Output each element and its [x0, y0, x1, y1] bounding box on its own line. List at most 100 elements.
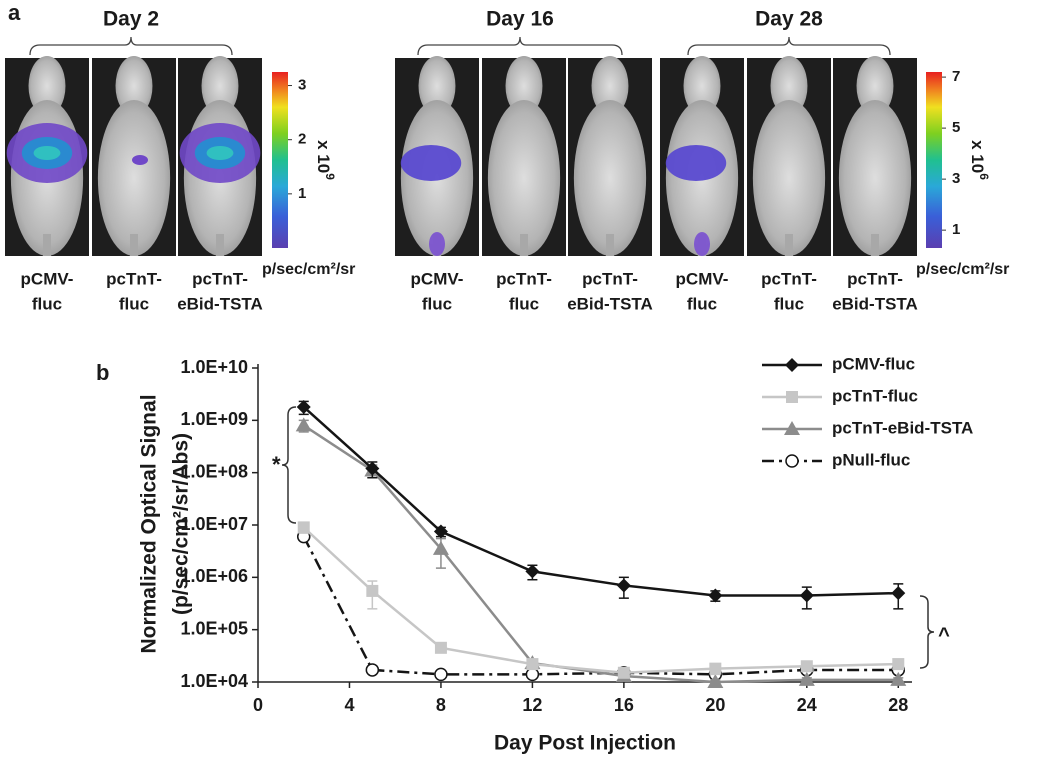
mouse-head [505, 56, 543, 116]
group-title: Day 28 [755, 8, 823, 31]
x-tick-label: 20 [705, 695, 725, 715]
colorbar-tick-label: 2 [298, 131, 306, 148]
marker [892, 658, 905, 671]
y-tick-label: 1.0E+04 [180, 671, 248, 691]
mouse-tail [130, 234, 138, 256]
legend-label: pcTnT-fluc [832, 386, 918, 405]
image-label: fluc [774, 294, 804, 313]
mouse-head [115, 56, 153, 116]
multiplier: x 10 [968, 140, 987, 173]
marker [798, 671, 815, 686]
y-tick-label: 1.0E+09 [180, 409, 248, 429]
legend-marker [784, 421, 800, 435]
y-tick-label: 1.0E+10 [180, 357, 248, 377]
colorbar-tick-label: 3 [298, 77, 306, 94]
mouse-tail [43, 234, 51, 256]
colorbar-tick-label: 1 [298, 185, 306, 202]
marker [891, 586, 906, 601]
panel-label: a [8, 0, 21, 25]
marker [799, 588, 814, 603]
colorbar-tick-label: 3 [952, 170, 960, 187]
signal [132, 155, 148, 165]
marker [366, 584, 379, 597]
signal [665, 145, 727, 181]
y-axis-label: Normalized Optical Signal [138, 394, 161, 653]
image-label: fluc [687, 294, 717, 313]
marker [433, 524, 448, 539]
group-title: Day 16 [486, 8, 554, 31]
mouse-head [28, 56, 66, 116]
mouse-head [418, 56, 456, 116]
colorbar [272, 72, 288, 248]
marker [365, 663, 380, 677]
y-axis-label: (p/sec/cm²/sr/Abs) [170, 433, 193, 615]
legend-label: pCMV-fluc [832, 354, 915, 373]
bracket [417, 36, 623, 56]
mouse-head [591, 56, 629, 116]
image-label: eBid-TSTA [832, 294, 918, 313]
mouse-tail [606, 234, 614, 256]
series-line [303, 424, 899, 684]
colorbar [926, 72, 942, 248]
image-label: pCMV- [21, 269, 74, 288]
image-label: eBid-TSTA [177, 294, 263, 313]
y-tick-label: 1.0E+05 [180, 618, 248, 638]
annotation: * [272, 452, 281, 477]
y-tick-label: 1.0E+08 [180, 461, 248, 481]
mouse-head [770, 56, 808, 116]
x-tick-label: 24 [797, 695, 817, 715]
marker [365, 461, 380, 476]
marker [297, 521, 310, 534]
mouse-head [856, 56, 894, 116]
marker [525, 667, 540, 682]
colorbar-unit: p/sec/cm²/sr [916, 261, 1009, 278]
y-tick-label: 1.0E+06 [180, 566, 248, 586]
colorbar-tick-label: 1 [952, 221, 960, 238]
marker [295, 417, 312, 432]
panel-label: b [96, 360, 109, 385]
marker [296, 399, 311, 414]
colorbar-multiplier: x 109 [314, 140, 337, 180]
bracket [281, 406, 297, 524]
signal [400, 145, 462, 181]
mouse-body [573, 100, 647, 256]
marker [526, 658, 539, 671]
exponent: 9 [323, 173, 337, 180]
image-label: eBid-TSTA [567, 294, 653, 313]
mouse-head [201, 56, 239, 116]
bracket [919, 595, 935, 669]
signal [429, 232, 445, 256]
signal [206, 146, 234, 160]
signal [33, 146, 61, 160]
colorbar-unit: p/sec/cm²/sr [262, 261, 355, 278]
colorbar-tick-label: 7 [952, 68, 960, 85]
mouse-body [97, 100, 171, 256]
mouse-tail [871, 234, 879, 256]
bracket [29, 36, 233, 56]
marker [800, 660, 813, 673]
mouse-head [683, 56, 721, 116]
x-tick-label: 0 [253, 695, 263, 715]
colorbar-tick-label: 5 [952, 119, 960, 136]
image-label: pcTnT- [761, 269, 817, 288]
x-axis-label: Day Post Injection [494, 732, 676, 755]
mouse-tail [785, 234, 793, 256]
y-tick-label: 1.0E+07 [180, 514, 248, 534]
image-label: fluc [119, 294, 149, 313]
colorbar-multiplier: x 106 [968, 140, 991, 180]
series-line [302, 526, 899, 675]
exponent: 6 [977, 173, 991, 180]
image-label: pcTnT- [582, 269, 638, 288]
legend-marker [785, 454, 799, 468]
marker [432, 540, 449, 555]
image-label: pcTnT- [106, 269, 162, 288]
marker [617, 666, 630, 679]
marker [708, 588, 723, 603]
marker [707, 674, 724, 688]
marker [616, 578, 631, 593]
x-tick-label: 8 [436, 695, 446, 715]
image-label: fluc [32, 294, 62, 313]
marker [709, 662, 722, 675]
mouse-body [838, 100, 912, 256]
